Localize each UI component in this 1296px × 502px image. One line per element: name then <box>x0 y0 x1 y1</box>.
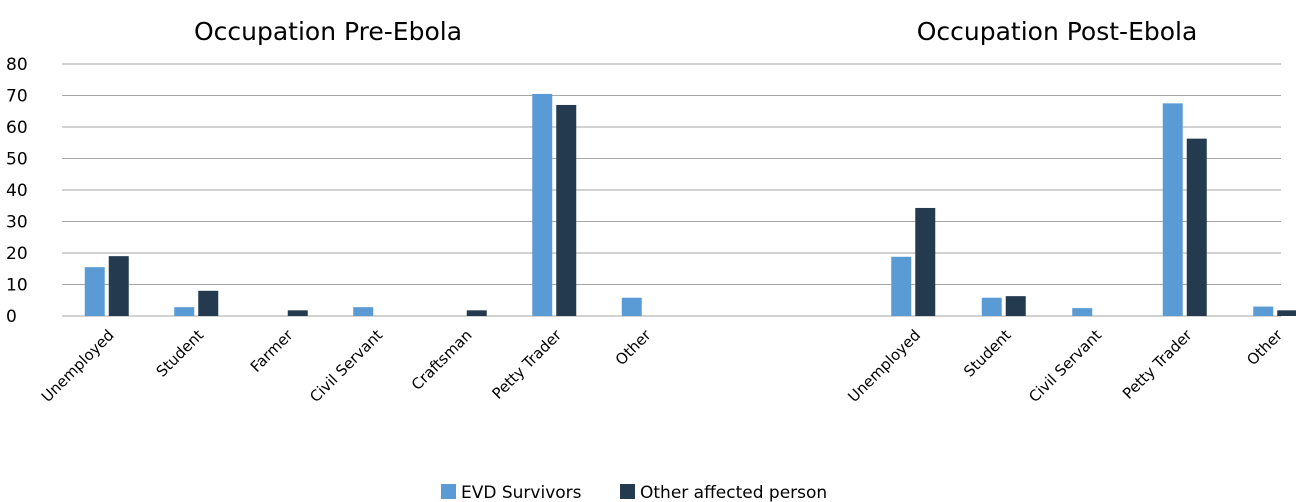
bar-post-petty-trader-other-affected <box>1186 138 1207 316</box>
x-tick-label: Other <box>1243 326 1286 369</box>
grid-layer <box>62 63 1281 317</box>
bar-pre-student-other-affected <box>198 290 219 316</box>
bars <box>84 93 1296 316</box>
bar-post-other-other-affected <box>1277 310 1296 316</box>
x-tick-label: Craftsman <box>408 326 476 394</box>
bar-pre-farmer-other-affected <box>287 310 308 316</box>
y-tick-label: 40 <box>6 181 28 201</box>
legend-swatch-evd-survivors <box>441 484 456 499</box>
bar-pre-craftsman-other-affected <box>466 310 487 316</box>
bar-post-civil-servant-evd-survivors <box>1072 308 1093 316</box>
x-tick-label: Civil Servant <box>306 326 386 406</box>
legend: EVD Survivors Other affected person <box>441 483 827 502</box>
bar-pre-petty-trader-other-affected <box>556 104 577 316</box>
bar-pre-petty-trader-evd-survivors <box>532 93 553 316</box>
panel-title-pre-ebola: Occupation Pre-Ebola <box>194 17 462 46</box>
bar-post-unemployed-other-affected <box>915 207 936 316</box>
x-tick-label: Petty Trader <box>1119 326 1196 403</box>
bar-post-unemployed-evd-survivors <box>891 256 912 316</box>
y-tick-label: 60 <box>6 118 28 138</box>
x-tick-label: Student <box>153 326 208 381</box>
y-axis: 0 10 20 30 40 50 60 70 80 <box>6 55 28 327</box>
bar-pre-civil-servant-evd-survivors <box>353 307 374 316</box>
y-tick-label: 30 <box>6 213 28 233</box>
bar-pre-other-evd-survivors <box>621 297 642 316</box>
titles: Occupation Pre-Ebola Occupation Post-Ebo… <box>194 17 1197 46</box>
x-tick-label: Student <box>960 326 1015 381</box>
bar-post-student-evd-survivors <box>981 297 1002 316</box>
bar-post-student-other-affected <box>1005 296 1026 316</box>
panel-title-post-ebola: Occupation Post-Ebola <box>917 17 1198 46</box>
y-tick-label: 50 <box>6 150 28 170</box>
x-tick-label: Civil Servant <box>1025 326 1105 406</box>
y-tick-label: 10 <box>6 276 28 296</box>
y-tick-label: 70 <box>6 87 28 107</box>
x-tick-label: Unemployed <box>844 326 924 406</box>
x-tick-label: Unemployed <box>38 326 118 406</box>
x-axis: Unemployed Student Farmer Civil Servant Craf… <box>38 326 1287 406</box>
bar-pre-unemployed-other-affected <box>108 256 129 316</box>
x-tick-label: Other <box>612 326 655 369</box>
legend-label-evd-survivors: EVD Survivors <box>461 483 582 502</box>
x-tick-label: Petty Trader <box>488 326 565 403</box>
bar-post-petty-trader-evd-survivors <box>1162 103 1183 316</box>
y-tick-label: 0 <box>6 307 17 327</box>
x-tick-label: Farmer <box>247 326 297 376</box>
bar-pre-unemployed-evd-survivors <box>84 267 105 316</box>
y-tick-label: 80 <box>6 55 28 75</box>
y-tick-label: 20 <box>6 244 28 264</box>
legend-swatch-other-affected <box>620 484 635 499</box>
bar-post-other-evd-survivors <box>1253 306 1274 316</box>
bar-pre-student-evd-survivors <box>174 307 195 316</box>
legend-label-other-affected: Other affected person <box>640 483 827 502</box>
